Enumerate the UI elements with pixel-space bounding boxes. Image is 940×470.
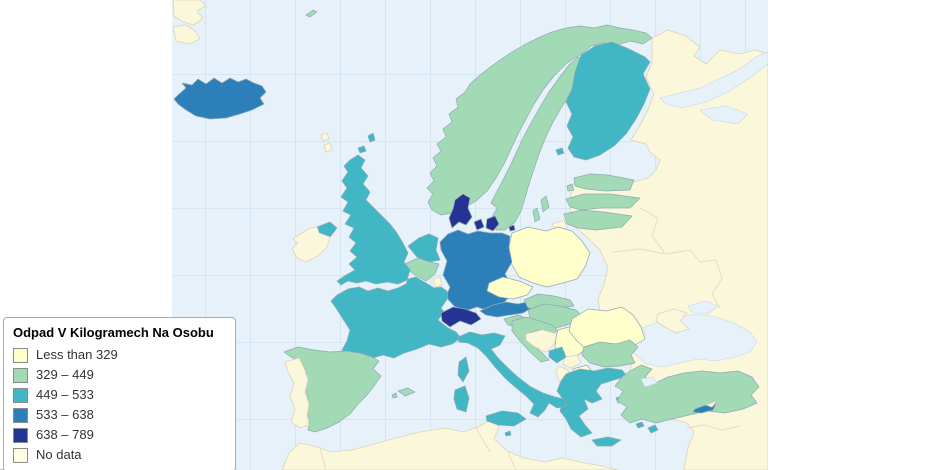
white-sea-bay [699,105,749,125]
country-malta[interactable] [504,430,512,437]
country-north-africa [281,418,619,470]
border-belarus-ukraine [612,248,691,255]
border-algeria-tunisia [475,427,491,453]
country-ireland[interactable] [291,226,331,263]
country-norway[interactable] [426,24,653,216]
country-sweden[interactable] [488,56,591,231]
aegean-island-rhodes[interactable] [647,424,659,434]
country-faroe-islands[interactable] [320,132,330,142]
legend-label: Less than 329 [36,347,118,362]
legend-swatch-class4 [13,407,28,423]
country-romania[interactable] [568,306,646,350]
country-shetland[interactable] [367,132,376,143]
country-crimea [655,308,690,334]
country-denmark-zealand[interactable] [485,215,500,232]
country-northern-cyprus[interactable] [705,400,718,408]
country-bosnia[interactable] [525,329,559,353]
border-morocco-algeria [319,447,327,470]
country-denmark[interactable] [448,193,473,229]
country-corsica[interactable] [457,356,470,383]
border-tunisia-libya [507,451,517,470]
legend-label: 638 – 789 [36,427,94,442]
legend-title: Odpad V Kilogramech Na Osobu [13,325,214,340]
country-portugal[interactable] [284,357,310,429]
sea-of-azov [687,300,719,315]
country-kosovo[interactable] [562,354,582,369]
country-denmark-bornholm[interactable] [508,224,516,232]
legend-item: No data [13,445,225,465]
country-iceland[interactable] [173,77,267,120]
country-latvia[interactable] [565,193,641,211]
legend-label: 449 – 533 [36,387,94,402]
legend-swatch-class1 [13,347,28,363]
country-italy[interactable] [457,331,568,418]
country-oland[interactable] [532,207,541,223]
sea-of-marmara [640,376,658,388]
country-greenland[interactable] [172,0,207,26]
legend-label: No data [36,447,82,462]
country-balearics[interactable] [397,387,416,397]
country-finland[interactable] [565,41,651,161]
border-ukraine-russia [689,249,723,309]
legend-swatch-class2 [13,367,28,383]
country-luxembourg[interactable] [432,276,443,288]
country-gotland[interactable] [540,195,550,213]
country-turkey[interactable] [614,364,760,424]
country-aland[interactable] [555,147,565,156]
legend-swatch-nodata [13,447,28,463]
country-crete[interactable] [591,436,622,447]
legend-item: 449 – 533 [13,385,225,405]
country-faroe-islands[interactable] [323,142,333,153]
country-poland[interactable] [508,226,591,288]
country-saaremaa[interactable] [566,183,575,192]
country-estonia[interactable] [573,173,635,192]
country-lithuania[interactable] [563,209,633,231]
legend: Odpad V Kilogramech Na Osobu Less than 3… [3,317,236,470]
country-orkney[interactable] [357,145,367,154]
border-baltic-russia [639,207,665,253]
legend-swatch-class5 [13,427,28,443]
border-levant [686,424,741,431]
country-jan-mayen[interactable] [305,9,318,18]
country-montenegro[interactable] [548,346,567,364]
legend-item: 638 – 789 [13,425,225,445]
white-sea [659,51,768,109]
country-bulgaria[interactable] [581,339,639,368]
country-denmark-funen[interactable] [473,218,485,231]
country-sicily[interactable] [485,410,527,427]
country-greenland[interactable] [172,24,201,45]
legend-label: 533 – 638 [36,407,94,422]
country-czechia[interactable] [486,276,534,300]
country-germany[interactable] [439,229,513,312]
country-switzerland[interactable] [440,306,482,328]
legend-label: 329 – 449 [36,367,94,382]
country-sardinia[interactable] [453,385,470,413]
legend-item: Less than 329 [13,345,225,365]
country-greece[interactable] [556,367,628,438]
country-great-britain[interactable] [336,154,411,286]
country-netherlands[interactable] [407,233,441,263]
legend-item: 533 – 638 [13,405,225,425]
legend-item: 329 – 449 [13,365,225,385]
legend-swatch-class3 [13,387,28,403]
aegean-island[interactable] [635,421,645,429]
country-balearics-west[interactable] [391,392,398,399]
europe-map [172,0,768,470]
